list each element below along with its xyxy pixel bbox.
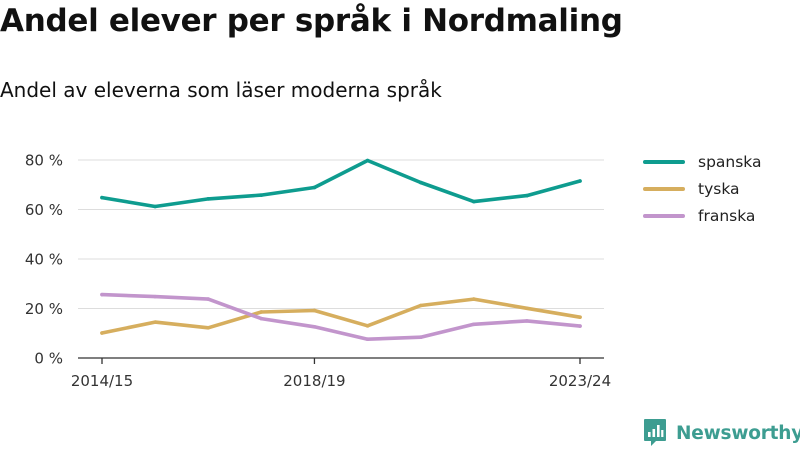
legend: spanska tyska franska: [643, 148, 762, 229]
data-point-franska: [418, 335, 423, 340]
chart-subtitle: Andel av eleverna som läser moderna språ…: [0, 78, 442, 102]
series-line-franska: [100, 292, 582, 342]
data-point-spanska: [578, 179, 582, 183]
chart-title: Andel elever per språk i Nordmaling: [0, 3, 623, 39]
legend-swatch-tyska: [643, 186, 685, 191]
axes: 0 % 20 % 40 % 60 % 80 % 2014/15 2018/19 2023/24: [25, 152, 611, 391]
data-point-franska: [259, 316, 264, 321]
brand-name: Newsworthy: [676, 422, 800, 444]
legend-label-spanska: spanska: [698, 152, 762, 171]
y-tick-label: 40 %: [25, 251, 63, 269]
gridlines: [78, 159, 604, 309]
data-point-tyska: [578, 315, 582, 319]
data-point-spanska: [312, 185, 317, 190]
data-point-franska: [206, 297, 211, 301]
data-point-spanska: [206, 197, 211, 201]
x-tick-label: 2018/19: [283, 372, 345, 390]
y-tick-label: 0 %: [34, 350, 63, 368]
data-point-tyska: [471, 297, 476, 301]
data-point-tyska: [100, 331, 104, 335]
data-point-tyska: [153, 320, 157, 324]
data-point-spanska: [259, 193, 264, 197]
y-tick-label: 80 %: [25, 152, 63, 170]
brand-logo[interactable]: Newsworthy: [643, 418, 800, 448]
data-point-tyska: [312, 308, 317, 313]
legend-swatch-spanska: [643, 159, 685, 164]
data-point-tyska: [365, 324, 370, 328]
x-tick-label: 2023/24: [549, 372, 611, 390]
data-point-spanska: [525, 193, 529, 198]
y-tick-label: 60 %: [25, 201, 63, 219]
data-point-franska: [312, 325, 317, 329]
data-point-tyska: [418, 303, 423, 308]
legend-item-tyska[interactable]: tyska: [643, 175, 762, 202]
legend-label-franska: franska: [698, 206, 756, 225]
newsworthy-logo-icon: [644, 419, 666, 446]
legend-item-spanska[interactable]: spanska: [643, 148, 762, 175]
y-tick-label: 20 %: [25, 300, 63, 318]
series-line-tyska: [100, 297, 582, 335]
data-point-spanska: [153, 204, 157, 209]
data-point-franska: [578, 324, 582, 328]
data-point-franska: [100, 292, 104, 297]
data-point-franska: [153, 294, 157, 299]
legend-swatch-franska: [643, 213, 685, 218]
data-point-spanska: [418, 180, 423, 185]
data-point-tyska: [259, 310, 264, 314]
x-tick-label: 2014/15: [71, 372, 133, 390]
data-point-tyska: [206, 326, 211, 330]
data-point-franska: [525, 319, 529, 323]
data-point-spanska: [471, 199, 476, 204]
series-line-spanska: [100, 158, 582, 209]
data-point-spanska: [365, 158, 370, 163]
data-point-spanska: [100, 195, 104, 200]
data-point-franska: [365, 337, 370, 341]
legend-item-franska[interactable]: franska: [643, 202, 762, 229]
data-point-tyska: [525, 306, 529, 311]
legend-label-tyska: tyska: [698, 179, 740, 198]
data-point-franska: [471, 322, 476, 327]
series-lines: [100, 158, 582, 342]
